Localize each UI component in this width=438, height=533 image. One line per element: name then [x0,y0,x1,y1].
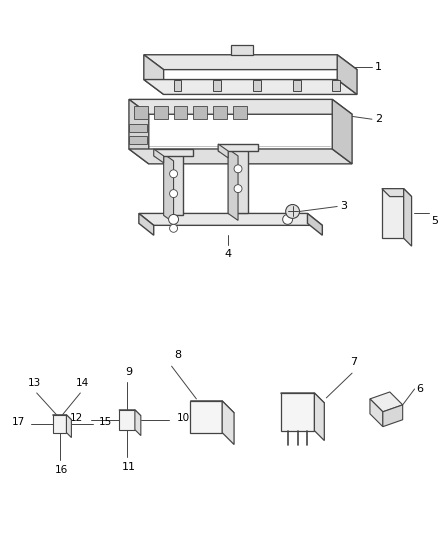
Polygon shape [253,79,261,92]
Text: 10: 10 [177,413,190,423]
Text: 4: 4 [225,249,232,259]
Polygon shape [337,55,357,94]
Polygon shape [228,149,238,220]
Polygon shape [139,213,322,225]
Polygon shape [154,149,164,163]
Polygon shape [53,415,71,419]
Polygon shape [154,149,194,156]
Polygon shape [129,149,352,164]
Text: 5: 5 [431,216,438,227]
Polygon shape [53,415,67,433]
Polygon shape [383,405,403,427]
Polygon shape [222,401,234,445]
Text: 2: 2 [375,114,382,124]
Text: 17: 17 [11,417,25,427]
Polygon shape [281,393,324,403]
Text: 11: 11 [122,462,136,472]
Polygon shape [231,45,253,55]
Polygon shape [144,55,357,70]
Polygon shape [129,99,149,164]
Polygon shape [129,99,352,114]
Polygon shape [135,410,141,435]
Text: 15: 15 [99,417,113,427]
Text: 8: 8 [175,350,182,360]
Circle shape [170,224,177,232]
Text: 3: 3 [340,201,347,212]
Text: 9: 9 [125,367,133,377]
Polygon shape [332,99,352,164]
Text: 16: 16 [55,465,68,475]
Polygon shape [139,213,154,235]
Polygon shape [191,401,234,413]
Circle shape [169,214,179,224]
Polygon shape [281,393,314,431]
Polygon shape [332,79,340,92]
Polygon shape [119,410,141,416]
Polygon shape [173,106,187,119]
Polygon shape [129,136,147,144]
Text: 13: 13 [28,378,41,388]
Polygon shape [370,392,403,412]
Polygon shape [213,106,227,119]
Polygon shape [370,399,383,427]
Circle shape [286,205,300,219]
Circle shape [170,170,177,177]
Polygon shape [134,106,148,119]
Polygon shape [119,410,135,430]
Polygon shape [293,79,300,92]
Polygon shape [382,189,412,197]
Polygon shape [213,79,221,92]
Polygon shape [164,154,173,222]
Text: 6: 6 [417,384,424,394]
Polygon shape [382,189,404,238]
Text: 1: 1 [375,62,382,71]
Polygon shape [228,149,248,213]
Polygon shape [67,415,71,438]
Polygon shape [218,144,228,158]
Polygon shape [164,154,184,215]
Polygon shape [173,79,181,92]
Polygon shape [144,55,164,94]
Polygon shape [314,393,324,441]
Circle shape [234,184,242,192]
Circle shape [283,214,293,224]
Polygon shape [194,106,207,119]
Circle shape [170,190,177,198]
Polygon shape [218,144,258,151]
Text: 7: 7 [350,357,357,367]
Polygon shape [144,79,357,94]
Polygon shape [307,213,322,235]
Polygon shape [404,189,412,246]
Polygon shape [129,124,147,132]
Polygon shape [154,106,168,119]
Text: 14: 14 [76,378,89,388]
Polygon shape [191,401,222,433]
Circle shape [234,165,242,173]
Polygon shape [233,106,247,119]
Text: 12: 12 [70,413,83,423]
